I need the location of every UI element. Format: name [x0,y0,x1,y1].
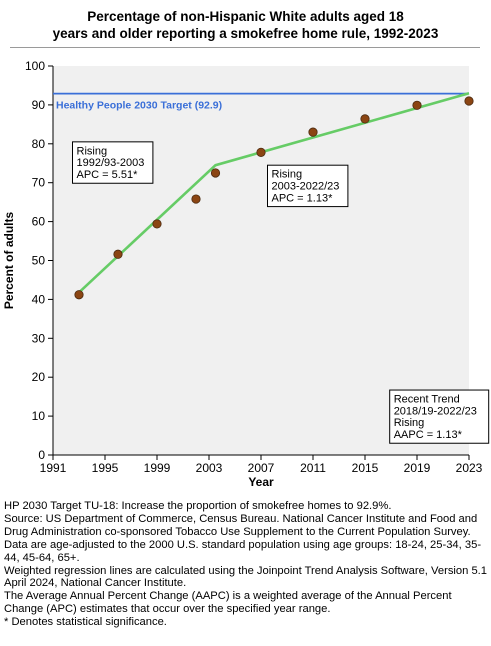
data-point [256,147,266,157]
x-tick-label: 1991 [40,461,67,475]
chart: 0 10 20 30 40 50 60 70 80 90 100 1991 1995 1999 2003 20… [2,59,490,489]
footnote-4: Weighted regression lines are calculated… [4,564,487,590]
annotation-frame [72,141,154,184]
data-point [464,96,474,106]
footnote-2: Source: US Department of Commerce, Censu… [4,512,478,538]
data-point [412,100,422,110]
annotation-text: APC = 5.51* [77,169,139,181]
footnote-5: The Average Annual Percent Change (AAPC)… [4,590,452,616]
x-tick-label: 2023 [456,461,483,475]
data-point [113,249,123,259]
chart-title: Percentage of non-Hispanic White adults … [0,8,491,42]
annotation-text: 2018/19-2022/23 [394,405,477,417]
data-point [74,290,84,300]
annotation-text: Rising [77,145,108,157]
annotation-text: Rising [272,169,303,181]
y-tick-label: 90 [32,98,46,112]
data-point [152,219,162,229]
annotation-text: Rising [394,417,425,429]
data-point [308,127,318,137]
x-tick-label: 2003 [196,461,223,475]
y-tick-label: 0 [38,448,45,462]
data-point [210,168,221,178]
footnotes: HP 2030 Target TU-18: Increase the propo… [4,500,488,629]
trend-line [78,91,470,294]
data-point [360,114,370,124]
x-tick-label: 2015 [352,461,379,475]
y-tick-label: 50 [32,254,46,268]
footnote-3: Data are age-adjusted to the 2000 U.S. s… [4,538,482,564]
y-tick-label: 70 [32,176,46,190]
annotation-text: APC = 1.13* [272,192,334,204]
annotation-text: 2003-2022/23 [272,180,340,192]
y-tick-label: 80 [32,137,46,151]
y-tick-label: 10 [32,409,46,423]
annotation-text: Recent Trend [394,394,460,406]
footnote-1: HP 2030 Target TU-18: Increase the propo… [4,500,392,512]
footnote-6: * Denotes statistical significance. [4,616,167,629]
chart-title-line-2: years and older reporting a smokefree ho… [52,26,439,41]
y-tick-label: 20 [32,370,46,384]
y-tick-label: 30 [32,331,46,345]
data-point [191,194,201,204]
annotation-text: AAPC = 1.13* [394,429,463,441]
y-tick-label: 40 [32,292,46,306]
annotation-frame [267,164,349,208]
y-tick-label: 60 [32,215,46,229]
title-divider [10,47,480,48]
annotation-frame [389,389,490,444]
y-tick-label: 100 [25,59,45,73]
x-tick-label: 2011 [300,461,326,475]
x-tick-label: 1999 [144,461,171,475]
chart-title-line-1: Percentage of non-Hispanic White adults … [87,9,404,24]
x-tick-label: 2019 [404,461,431,475]
annotation-text: 1992/93-2003 [77,157,145,169]
y-axis-label: Percent of adults [2,212,16,310]
x-tick-label: 1995 [92,461,119,475]
x-axis-label: Year [248,475,274,489]
x-tick-label: 2007 [248,461,275,475]
target-label: Healthy People 2030 Target (92.9) [56,100,222,112]
